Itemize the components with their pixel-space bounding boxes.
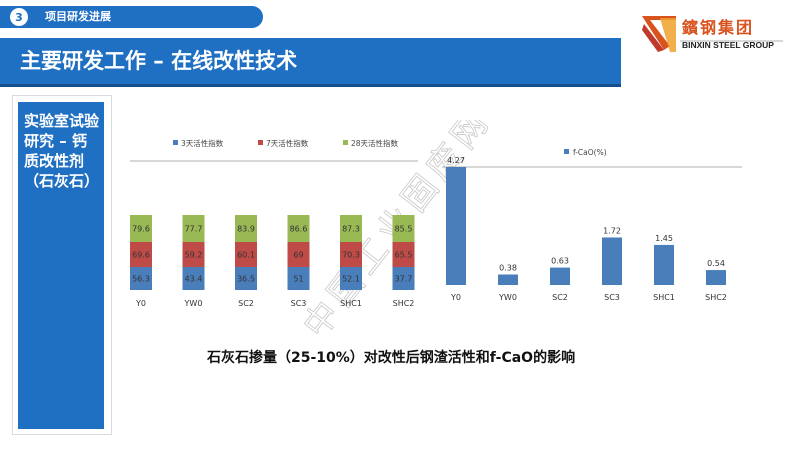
- x-tick-label: YW0: [498, 293, 517, 302]
- data-label: 70.3: [342, 251, 360, 260]
- left-panel-text: 实验室试验研究 – 钙质改性剂（石灰石）: [24, 112, 100, 190]
- data-label: 4.27: [447, 156, 465, 165]
- left-panel: [18, 102, 104, 429]
- bar-segment: [287, 242, 310, 267]
- bar: [446, 167, 466, 285]
- bar-segment: [340, 267, 362, 290]
- legend-label: 3天活性指数: [181, 138, 224, 148]
- x-tick-label: Y0: [450, 293, 461, 302]
- legend-label: 7天活性指数: [266, 138, 309, 148]
- section-pill: [0, 6, 263, 28]
- data-label: 1.72: [603, 226, 621, 235]
- bar-segment: [235, 242, 257, 267]
- bar: [550, 267, 570, 285]
- data-label: 59.2: [185, 251, 203, 260]
- title-bar: [0, 38, 621, 87]
- x-tick-label: SC2: [238, 299, 254, 308]
- data-label: 0.38: [499, 263, 517, 272]
- x-tick-label: SHC2: [393, 299, 415, 308]
- section-label: 项目研发进展: [45, 10, 111, 23]
- x-tick-label: Y0: [135, 299, 146, 308]
- bar-segment: [392, 242, 415, 267]
- data-label: 0.63: [551, 257, 569, 266]
- data-label: 69.6: [132, 251, 150, 260]
- x-tick-label: SHC2: [705, 293, 727, 302]
- bar-segment: [130, 242, 152, 267]
- bar-segment: [182, 242, 205, 267]
- bar-segment: [392, 215, 415, 242]
- bar-segment: [340, 215, 362, 242]
- bar-segment: [340, 242, 362, 267]
- activity-index-chart: 3天活性指数 7天活性指数 28天活性指数 56.3 69.6 79.6 Y0 43.4 59.…: [130, 138, 418, 308]
- company-logo: [642, 16, 783, 52]
- data-label: 56.3: [132, 275, 150, 284]
- legend-swatch: [343, 140, 348, 145]
- bar-segment: [130, 215, 152, 242]
- legend-swatch: [173, 140, 178, 145]
- data-label: 83.9: [237, 225, 255, 234]
- data-label: 77.7: [185, 225, 203, 234]
- x-tick-label: SC2: [552, 293, 568, 302]
- bar-segment: [392, 267, 415, 290]
- logo-name-cn: 鑌钢集团: [682, 18, 755, 37]
- x-tick-label: SC3: [291, 299, 307, 308]
- legend-label: 28天活性指数: [351, 138, 399, 148]
- data-label: 87.3: [342, 225, 360, 234]
- bar-segment: [235, 215, 257, 242]
- data-label: 43.4: [185, 275, 203, 284]
- x-tick-label: SHC1: [653, 293, 675, 302]
- data-label: 65.5: [395, 251, 413, 260]
- logo-name-en: BINXIN STEEL GROUP: [682, 40, 774, 50]
- section-number: 3: [10, 8, 28, 26]
- x-tick-label: SC3: [604, 293, 620, 302]
- bar-segment: [182, 215, 205, 242]
- x-tick-label: SHC1: [340, 299, 362, 308]
- data-label: 51: [293, 275, 303, 284]
- logo-mark-icon: [642, 16, 676, 52]
- bar: [498, 274, 518, 285]
- data-label: 85.5: [395, 225, 413, 234]
- data-label: 0.54: [707, 259, 725, 268]
- data-label: 1.45: [655, 234, 673, 243]
- bar: [706, 270, 726, 285]
- legend-swatch: [564, 149, 569, 154]
- bar-segment: [287, 215, 310, 242]
- data-label: 60.1: [237, 251, 255, 260]
- data-label: 37.7: [395, 275, 413, 284]
- bar-segment: [235, 267, 257, 290]
- legend-swatch: [258, 140, 263, 145]
- bar-segment: [130, 267, 152, 290]
- page-title: 主要研发工作 – 在线改性技术: [20, 49, 298, 73]
- data-label: 36.5: [237, 275, 255, 284]
- data-label: 52.1: [342, 275, 360, 284]
- chart-caption: 石灰石掺量（25-10%）对改性后钢渣活性和f-CaO的影响: [207, 350, 576, 366]
- x-tick-label: YW0: [184, 299, 203, 308]
- bar: [654, 244, 674, 285]
- data-label: 69: [293, 251, 303, 260]
- legend-label: f-CaO(%): [573, 148, 607, 157]
- bar-segment: [287, 267, 310, 290]
- data-label: 79.6: [132, 225, 150, 234]
- data-label: 86.6: [290, 225, 308, 234]
- bar: [602, 237, 622, 285]
- fcao-chart: f-CaO(%) 4.27 Y0 0.38 YW0 0.63 SC2 1.72 SC3 1.45 S…: [442, 148, 742, 302]
- bar-segment: [182, 267, 205, 290]
